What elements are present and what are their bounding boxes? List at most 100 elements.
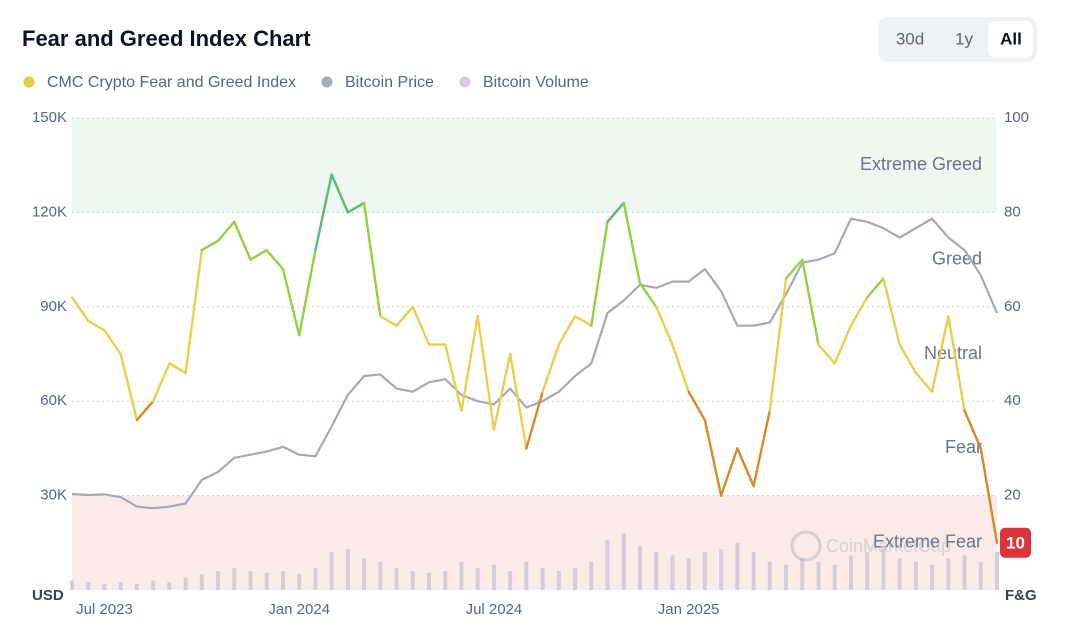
volume-bar — [735, 542, 740, 590]
zone-label: Extreme Greed — [860, 154, 982, 174]
fg-segment — [719, 447, 739, 497]
fg-segment — [898, 343, 918, 375]
fg-segment — [281, 267, 301, 337]
legend-label[interactable]: Bitcoin Price — [345, 74, 434, 91]
fg-segment — [736, 447, 755, 488]
volume-bar — [151, 580, 156, 590]
fg-segment — [638, 282, 658, 308]
fg-segment — [833, 324, 853, 365]
active-range-bg — [988, 21, 1033, 58]
volume-bar — [556, 571, 561, 590]
volume-bar — [881, 545, 886, 590]
fg-segment — [606, 201, 625, 224]
fg-segment — [768, 277, 788, 412]
volume-bar — [443, 571, 448, 590]
fg-segment — [346, 201, 366, 214]
volume-bar — [865, 552, 870, 590]
volume-bar — [719, 549, 724, 590]
zone-label: Extreme Fear — [873, 532, 982, 552]
volume-bar — [621, 533, 626, 590]
fg-segment — [784, 258, 804, 280]
fg-segment — [265, 248, 285, 271]
fg-segment — [444, 343, 463, 412]
volume-bar — [686, 558, 691, 590]
fg-segment — [330, 173, 350, 214]
fg-segment — [655, 305, 674, 346]
y2-tick-label: 60 — [1004, 298, 1021, 315]
fg-segment — [119, 352, 139, 422]
volume-bar — [183, 577, 188, 590]
volume-bar — [702, 552, 707, 590]
volume-bar — [216, 571, 221, 590]
volume-bar — [264, 572, 269, 590]
volume-bar — [978, 561, 983, 590]
fg-segment — [622, 201, 642, 285]
fg-segment — [752, 409, 772, 488]
volume-bar — [297, 574, 302, 590]
volume-bar — [589, 561, 594, 590]
volume-bar — [362, 558, 367, 590]
x-tick-label: Jul 2023 — [76, 601, 133, 618]
legend-marker — [459, 76, 471, 88]
fg-segment — [460, 315, 479, 412]
fg-segment — [817, 343, 836, 365]
legend-label[interactable]: Bitcoin Volume — [483, 74, 589, 91]
volume-bar — [102, 583, 107, 590]
watermark-text: CoinMarketCap — [826, 536, 951, 556]
volume-bar — [800, 558, 805, 590]
volume-bar — [605, 539, 610, 590]
current-value-badge — [1000, 527, 1031, 558]
volume-bar — [573, 567, 578, 590]
volume-bar — [637, 545, 642, 590]
legend-marker — [23, 76, 35, 88]
volume-bar — [134, 583, 139, 590]
fg-segment — [362, 201, 382, 318]
fg-segment — [963, 409, 982, 450]
y-tick-label: 150K — [32, 109, 67, 126]
volume-bar — [767, 561, 772, 590]
volume-bar — [345, 549, 350, 590]
volume-bar — [378, 561, 383, 590]
fg-segment — [882, 277, 901, 346]
volume-bar — [313, 567, 318, 590]
x-tick-label: Jan 2024 — [268, 601, 330, 618]
volume-bar — [751, 552, 756, 590]
range-button[interactable]: 1y — [955, 29, 973, 48]
legend-marker — [321, 76, 333, 88]
volume-bar — [329, 552, 334, 590]
fg-segment — [590, 220, 609, 327]
fg-segment — [103, 329, 122, 356]
fg-segment — [87, 319, 106, 332]
y-unit-label: USD — [32, 587, 64, 604]
zone-band — [72, 495, 997, 590]
volume-bar — [86, 582, 91, 590]
zone-band — [72, 118, 997, 213]
fg-segment — [687, 390, 707, 422]
fg-segment — [557, 315, 577, 346]
fg-segment — [492, 352, 512, 431]
fg-segment — [216, 220, 236, 242]
volume-bar — [832, 564, 837, 590]
watermark-logo — [790, 530, 822, 562]
volume-bar — [816, 561, 821, 590]
fg-segment — [135, 400, 155, 422]
fg-segment — [233, 220, 252, 261]
y-tick-label: 60K — [40, 392, 67, 409]
legend-label[interactable]: CMC Crypto Fear and Greed Index — [47, 74, 296, 91]
fg-segment — [151, 362, 171, 403]
price-line — [71, 217, 999, 510]
volume-bar — [913, 561, 918, 590]
fg-segment — [297, 248, 317, 337]
volume-bar — [946, 558, 951, 590]
volume-bar — [670, 555, 675, 590]
fg-segment — [930, 315, 950, 393]
range-button[interactable]: All — [1000, 29, 1022, 48]
y2-tick-label: 80 — [1004, 203, 1021, 220]
fg-segment — [508, 352, 528, 450]
x-tick-label: Jan 2025 — [658, 601, 720, 618]
y2-tick-label: 40 — [1004, 392, 1021, 409]
volume-bar — [427, 572, 432, 590]
fg-segment — [865, 277, 885, 299]
range-button[interactable]: 30d — [896, 29, 924, 48]
y-tick-label: 90K — [40, 298, 67, 315]
